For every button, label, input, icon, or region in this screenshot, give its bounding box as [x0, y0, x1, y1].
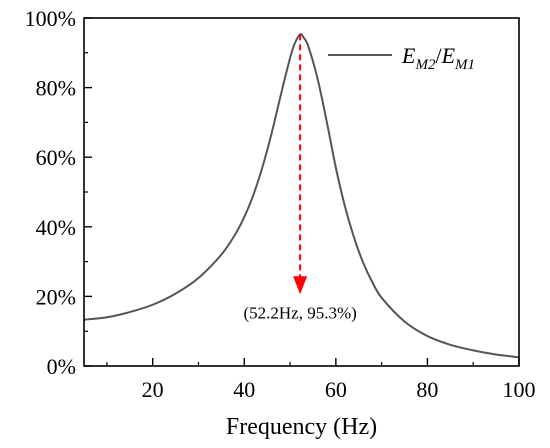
- plot-frame: [83, 17, 520, 367]
- legend-label-e1: E: [441, 43, 456, 68]
- labels-layer: 20 40 60 80 100 0% 20% 40% 60% 80% 100%: [25, 6, 536, 402]
- legend-label-sub-m2: M2: [414, 57, 435, 73]
- y-tick-label-80: 80%: [36, 76, 76, 101]
- legend-label: EM2/EM1: [401, 43, 475, 73]
- legend-label-e2: E: [401, 43, 416, 68]
- y-tick-label-20: 20%: [36, 284, 76, 309]
- x-tick-label-60: 60: [325, 377, 347, 402]
- annotation-layer: [293, 34, 308, 295]
- peak-annotation-label: (52.2Hz, 95.3%): [243, 303, 356, 322]
- y-tick-label-40: 40%: [36, 215, 76, 240]
- legend: EM2/EM1: [328, 43, 475, 73]
- y-tick-label-0: 0%: [47, 354, 76, 379]
- y-tick-label-60: 60%: [36, 145, 76, 170]
- x-tick-label-80: 80: [416, 377, 438, 402]
- legend-label-slash: /: [435, 43, 442, 68]
- x-axis-title: Frequency (Hz): [226, 414, 377, 440]
- series-layer: [83, 33, 520, 359]
- x-tick-label-100: 100: [503, 377, 536, 402]
- x-tick-label-20: 20: [142, 377, 164, 402]
- peak-arrow-head: [293, 276, 308, 295]
- y-tick-label-100: 100%: [25, 6, 76, 31]
- x-tick-label-40: 40: [233, 377, 255, 402]
- legend-label-sub-m1: M1: [454, 57, 475, 73]
- series-line-0: [83, 33, 520, 359]
